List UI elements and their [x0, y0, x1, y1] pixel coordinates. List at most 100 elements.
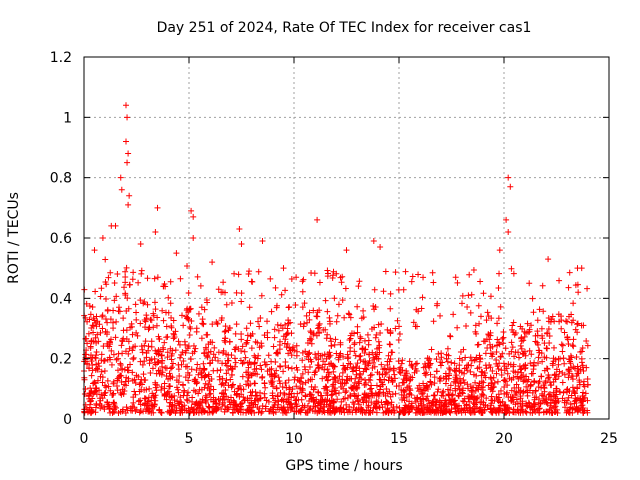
data-point	[282, 358, 289, 365]
data-point	[578, 355, 585, 362]
data-point	[200, 360, 207, 367]
data-point	[365, 393, 372, 400]
data-point	[356, 339, 363, 346]
data-point	[478, 368, 485, 375]
data-point	[228, 300, 235, 307]
data-point	[508, 348, 515, 355]
data-point	[324, 387, 331, 394]
data-point	[523, 383, 530, 390]
data-point	[513, 381, 520, 388]
data-point	[92, 387, 99, 394]
data-point	[392, 269, 399, 276]
data-point	[370, 359, 377, 366]
data-point	[500, 360, 507, 367]
data-point	[181, 402, 188, 409]
data-point	[375, 338, 382, 345]
data-point	[467, 309, 474, 316]
data-point	[570, 336, 577, 343]
data-point	[406, 358, 413, 365]
data-point	[262, 361, 269, 368]
data-point	[249, 278, 256, 285]
data-point	[574, 385, 581, 392]
data-point	[498, 367, 505, 374]
data-point	[302, 348, 309, 355]
data-point	[114, 271, 121, 278]
data-point	[171, 397, 178, 404]
data-point	[409, 363, 416, 370]
data-point	[317, 400, 324, 407]
data-point	[236, 225, 243, 232]
data-point	[177, 275, 184, 282]
data-point	[351, 400, 358, 407]
data-point	[197, 282, 204, 289]
data-point	[504, 370, 511, 377]
data-point	[314, 313, 321, 320]
data-point	[534, 317, 541, 324]
data-point	[279, 325, 286, 332]
data-point	[215, 286, 222, 293]
data-point	[494, 378, 501, 385]
data-point	[329, 383, 336, 390]
data-point	[437, 375, 444, 382]
data-point	[299, 304, 306, 311]
data-point	[331, 374, 338, 381]
data-point	[420, 274, 427, 281]
data-point	[222, 339, 229, 346]
data-point	[245, 364, 252, 371]
data-point	[167, 373, 174, 380]
data-point	[94, 331, 101, 338]
data-point	[262, 403, 269, 410]
data-point	[198, 374, 205, 381]
data-point	[102, 389, 109, 396]
data-point	[524, 389, 531, 396]
data-point	[401, 388, 408, 395]
data-point	[579, 406, 586, 413]
data-point	[368, 382, 375, 389]
data-point	[438, 392, 445, 399]
data-point	[105, 274, 112, 281]
data-point	[427, 360, 434, 367]
data-point	[223, 362, 230, 369]
data-point	[102, 279, 109, 286]
data-point	[130, 394, 137, 401]
data-point	[526, 347, 533, 354]
data-point	[328, 338, 335, 345]
data-point	[375, 321, 382, 328]
data-point	[435, 386, 442, 393]
data-point	[123, 335, 130, 342]
data-point	[238, 290, 245, 297]
data-point	[222, 323, 229, 330]
data-point	[360, 368, 367, 375]
data-point	[119, 338, 126, 345]
data-point	[545, 372, 552, 379]
data-point	[488, 393, 495, 400]
data-point	[310, 330, 317, 337]
data-point	[412, 361, 419, 367]
data-point	[421, 370, 428, 377]
data-point	[103, 384, 110, 391]
data-point	[252, 389, 259, 396]
data-point	[461, 379, 468, 386]
data-point	[180, 382, 187, 389]
chart-title: Day 251 of 2024, Rate Of TEC Index for r…	[157, 20, 532, 36]
data-point	[496, 341, 503, 348]
data-point	[256, 323, 263, 330]
data-point	[185, 343, 192, 350]
data-point	[376, 376, 383, 383]
data-point	[255, 409, 262, 416]
data-point	[207, 396, 214, 403]
data-point	[280, 407, 287, 414]
data-point	[167, 399, 174, 406]
data-point	[536, 347, 543, 354]
data-point	[482, 350, 489, 357]
data-point	[326, 320, 333, 327]
data-point	[288, 275, 295, 282]
data-point	[483, 365, 490, 372]
data-point	[209, 339, 216, 346]
data-point	[568, 392, 575, 399]
data-point	[301, 402, 308, 409]
data-point	[433, 368, 440, 375]
data-point	[409, 273, 416, 280]
data-point	[221, 337, 228, 344]
data-point	[442, 380, 449, 387]
